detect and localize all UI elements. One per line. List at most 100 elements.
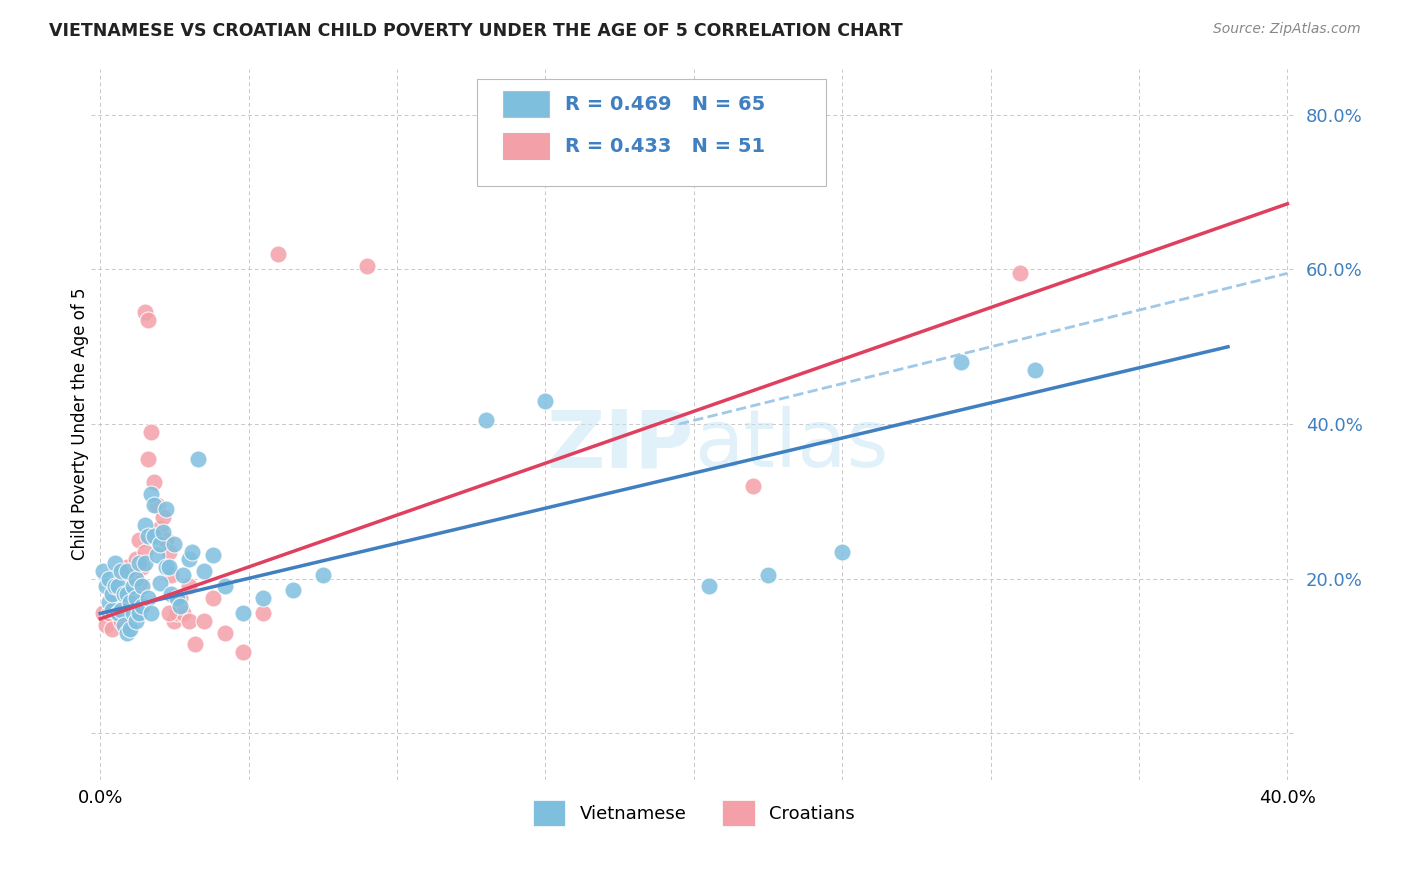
Point	[104, 579, 127, 593]
Point	[193, 564, 215, 578]
Point	[128, 533, 150, 547]
Point	[101, 599, 124, 613]
Point	[110, 602, 132, 616]
Point	[160, 587, 183, 601]
FancyBboxPatch shape	[477, 79, 827, 186]
Point	[107, 607, 129, 621]
Point	[1010, 266, 1032, 280]
Point	[172, 567, 194, 582]
Point	[155, 533, 177, 547]
Point	[149, 537, 172, 551]
Point	[128, 575, 150, 590]
Y-axis label: Child Poverty Under the Age of 5: Child Poverty Under the Age of 5	[72, 288, 89, 560]
Point	[136, 529, 159, 543]
Point	[831, 544, 853, 558]
Point	[181, 544, 204, 558]
Point	[125, 591, 148, 605]
Point	[169, 591, 191, 605]
Point	[267, 247, 290, 261]
Point	[202, 549, 225, 563]
Point	[128, 607, 150, 621]
Point	[169, 599, 191, 613]
Point	[193, 614, 215, 628]
Point	[91, 564, 114, 578]
Point	[131, 560, 153, 574]
Point	[134, 517, 156, 532]
Point	[101, 602, 124, 616]
Point	[145, 498, 167, 512]
Point	[139, 607, 162, 621]
Point	[202, 591, 225, 605]
Point	[122, 607, 145, 621]
Point	[115, 587, 138, 601]
Point	[125, 591, 148, 605]
Text: R = 0.433   N = 51: R = 0.433 N = 51	[565, 136, 765, 155]
Bar	[503, 91, 550, 117]
Point	[125, 614, 148, 628]
Point	[214, 579, 236, 593]
Legend: Vietnamese, Croatians: Vietnamese, Croatians	[523, 791, 865, 835]
Point	[101, 622, 124, 636]
Point	[252, 607, 274, 621]
Point	[149, 521, 172, 535]
Text: VIETNAMESE VS CROATIAN CHILD POVERTY UNDER THE AGE OF 5 CORRELATION CHART: VIETNAMESE VS CROATIAN CHILD POVERTY UND…	[49, 22, 903, 40]
Point	[149, 575, 172, 590]
Point	[139, 486, 162, 500]
Point	[104, 556, 127, 570]
Point	[115, 564, 138, 578]
Point	[742, 479, 765, 493]
Point	[131, 599, 153, 613]
Point	[312, 567, 335, 582]
Point	[118, 599, 141, 613]
Point	[179, 579, 201, 593]
Point	[187, 451, 209, 466]
Text: ZIP: ZIP	[547, 407, 693, 484]
Point	[949, 355, 972, 369]
Point	[125, 552, 148, 566]
Point	[107, 579, 129, 593]
Point	[1024, 363, 1046, 377]
Point	[152, 509, 174, 524]
Point	[179, 614, 201, 628]
Point	[134, 305, 156, 319]
Point	[98, 607, 121, 621]
Point	[128, 556, 150, 570]
Point	[122, 567, 145, 582]
Point	[157, 544, 180, 558]
Point	[136, 451, 159, 466]
Point	[163, 537, 186, 551]
Point	[179, 552, 201, 566]
Text: Source: ZipAtlas.com: Source: ZipAtlas.com	[1213, 22, 1361, 37]
Point	[252, 591, 274, 605]
Point	[112, 599, 135, 613]
Point	[98, 595, 121, 609]
Point	[112, 587, 135, 601]
Point	[160, 567, 183, 582]
Point	[163, 614, 186, 628]
Point	[157, 607, 180, 621]
Point	[145, 549, 167, 563]
Point	[112, 618, 135, 632]
Point	[118, 595, 141, 609]
Text: atlas: atlas	[693, 407, 889, 484]
Point	[134, 544, 156, 558]
Point	[104, 591, 127, 605]
Point	[101, 587, 124, 601]
Point	[172, 607, 194, 621]
Point	[122, 602, 145, 616]
Point	[142, 529, 165, 543]
Point	[155, 560, 177, 574]
Point	[142, 498, 165, 512]
Point	[136, 312, 159, 326]
Point	[152, 525, 174, 540]
Point	[110, 614, 132, 628]
Point	[139, 425, 162, 439]
Point	[155, 502, 177, 516]
Point	[107, 591, 129, 605]
Point	[232, 607, 254, 621]
Point	[125, 572, 148, 586]
Point	[356, 259, 378, 273]
Point	[91, 607, 114, 621]
Point	[157, 560, 180, 574]
Point	[98, 572, 121, 586]
